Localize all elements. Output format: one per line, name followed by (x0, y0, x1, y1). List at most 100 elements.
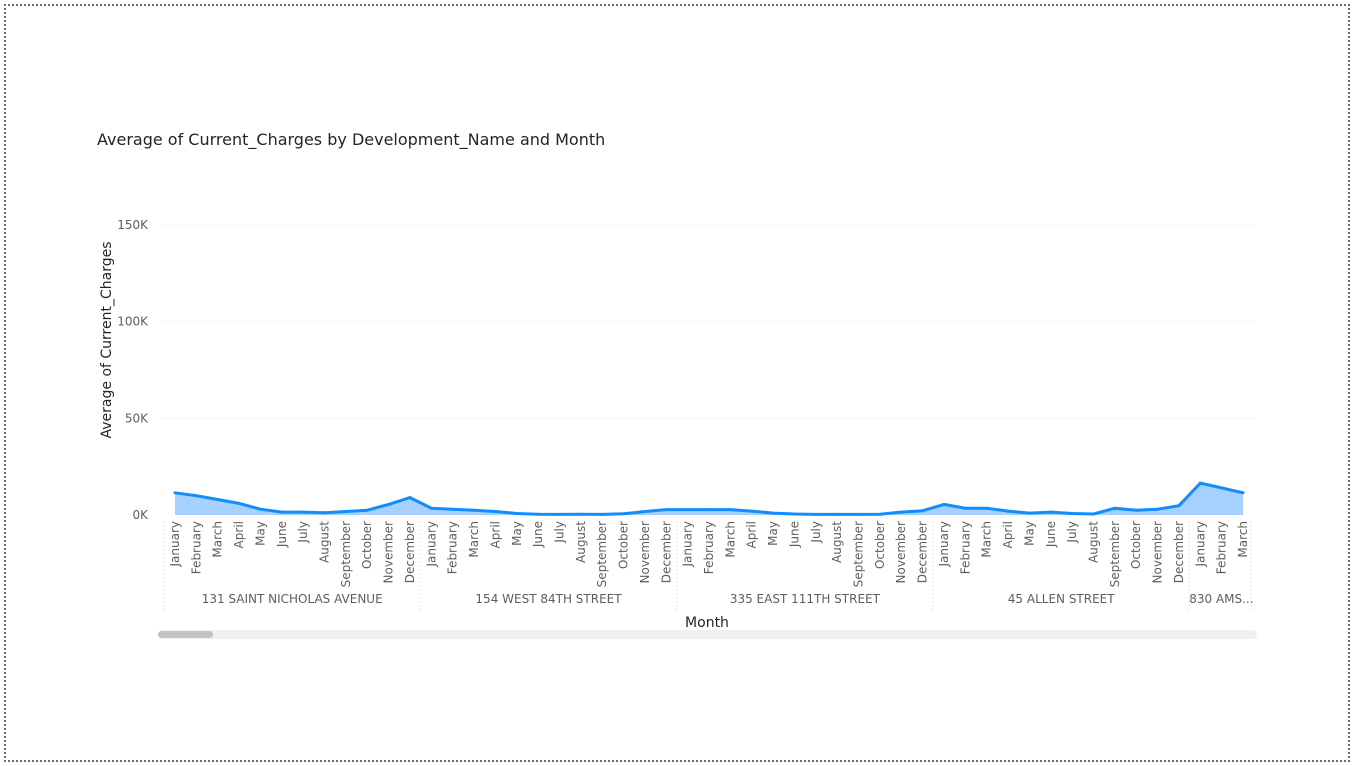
data-area (173, 481, 1245, 516)
data-point[interactable] (1006, 509, 1010, 513)
data-point[interactable] (857, 512, 860, 516)
group-label: 131 SAINT NICHOLAS AVENUE (202, 592, 383, 606)
data-point[interactable] (515, 512, 519, 515)
data-point[interactable] (194, 494, 198, 498)
x-tick-label: April (1001, 521, 1015, 548)
x-tick-label: May (253, 521, 267, 546)
data-point[interactable] (643, 510, 647, 513)
x-tick-label: March (723, 521, 737, 558)
x-tick-label: May (1022, 521, 1036, 546)
data-point[interactable] (814, 512, 818, 516)
group-label: 335 EAST 111TH STREET (730, 592, 881, 606)
y-tick-label: 0K (132, 508, 149, 522)
data-point[interactable] (1070, 512, 1074, 515)
data-point[interactable] (878, 512, 882, 516)
x-tick-label: January (1193, 521, 1207, 568)
x-tick-label: July (553, 521, 567, 544)
x-tick-label: October (1129, 521, 1143, 569)
x-tick-label: February (189, 521, 203, 574)
x-tick-label: January (168, 521, 182, 568)
x-tick-label: October (617, 521, 631, 569)
data-point[interactable] (301, 510, 305, 514)
x-tick-label: November (894, 521, 908, 583)
x-tick-label: November (1151, 521, 1165, 583)
x-tick-label: June (275, 521, 289, 548)
x-tick-label: December (403, 521, 417, 583)
data-point[interactable] (792, 512, 796, 516)
data-point[interactable] (963, 506, 967, 510)
x-tick-label: June (787, 521, 801, 548)
chart-title: Average of Current_Charges by Developmen… (97, 130, 606, 149)
data-point[interactable] (344, 510, 348, 513)
x-tick-label: September (339, 521, 353, 587)
horizontal-scrollbar[interactable] (158, 630, 1257, 639)
data-point[interactable] (728, 508, 732, 512)
data-point[interactable] (536, 512, 540, 516)
data-point[interactable] (1113, 506, 1117, 510)
data-point[interactable] (771, 511, 775, 515)
data-point[interactable] (429, 506, 433, 510)
data-point[interactable] (493, 510, 497, 513)
data-point[interactable] (1198, 481, 1202, 485)
data-point[interactable] (1220, 486, 1224, 490)
x-tick-label: April (745, 521, 759, 548)
data-point[interactable] (237, 501, 241, 505)
data-point[interactable] (216, 498, 220, 501)
data-point[interactable] (664, 508, 668, 512)
data-point[interactable] (707, 508, 711, 512)
data-point[interactable] (1134, 508, 1138, 512)
data-point[interactable] (558, 512, 561, 516)
x-tick-label: January (937, 521, 951, 568)
data-point[interactable] (1049, 510, 1053, 514)
scrollbar-thumb[interactable] (158, 631, 213, 638)
data-point[interactable] (451, 507, 455, 511)
x-tick-label: April (232, 521, 246, 548)
data-point[interactable] (1027, 511, 1031, 515)
data-point[interactable] (173, 491, 177, 495)
data-point[interactable] (622, 512, 626, 516)
x-tick-label: August (318, 521, 332, 563)
x-tick-label: March (211, 521, 225, 558)
x-axis-month-labels: January February March April May June July Augu… (168, 521, 1250, 588)
x-tick-label: November (382, 521, 396, 583)
x-tick-label: February (702, 521, 716, 574)
x-tick-label: December (916, 521, 930, 583)
data-point[interactable] (472, 508, 476, 512)
data-point[interactable] (921, 509, 925, 513)
data-point[interactable] (258, 507, 262, 511)
x-tick-label: March (980, 521, 994, 558)
x-tick-label: July (809, 521, 823, 544)
x-tick-label: October (873, 521, 887, 569)
x-tick-label: July (296, 521, 310, 544)
x-tick-label: June (1044, 521, 1058, 548)
group-label: 830 AMS... (1189, 592, 1253, 606)
gridlines (162, 224, 1255, 419)
y-axis-ticks: 0K 50K 100K 150K (117, 218, 149, 522)
data-point[interactable] (365, 508, 369, 512)
y-tick-label: 150K (117, 218, 149, 232)
data-point[interactable] (387, 502, 391, 506)
data-point[interactable] (750, 509, 754, 513)
data-point[interactable] (1156, 507, 1160, 511)
data-point[interactable] (600, 512, 604, 516)
data-point[interactable] (899, 510, 903, 514)
x-tick-label: September (1108, 521, 1122, 587)
data-point[interactable] (323, 511, 326, 515)
x-tick-label: September (595, 521, 609, 587)
data-point[interactable] (1241, 491, 1245, 495)
data-point[interactable] (280, 510, 284, 514)
x-axis-title: Month (685, 615, 729, 631)
visual-frame (4, 4, 1350, 762)
data-point[interactable] (408, 496, 412, 500)
data-point[interactable] (1092, 512, 1095, 516)
data-point[interactable] (835, 512, 839, 516)
x-tick-label: February (446, 521, 460, 574)
x-axis-group-labels: 131 SAINT NICHOLAS AVENUE 154 WEST 84TH S… (163, 521, 1254, 610)
data-point[interactable] (686, 508, 690, 512)
data-point[interactable] (985, 506, 989, 510)
y-tick-label: 100K (117, 315, 149, 329)
data-point[interactable] (579, 512, 583, 516)
data-point[interactable] (942, 502, 946, 506)
data-point[interactable] (1177, 504, 1181, 508)
